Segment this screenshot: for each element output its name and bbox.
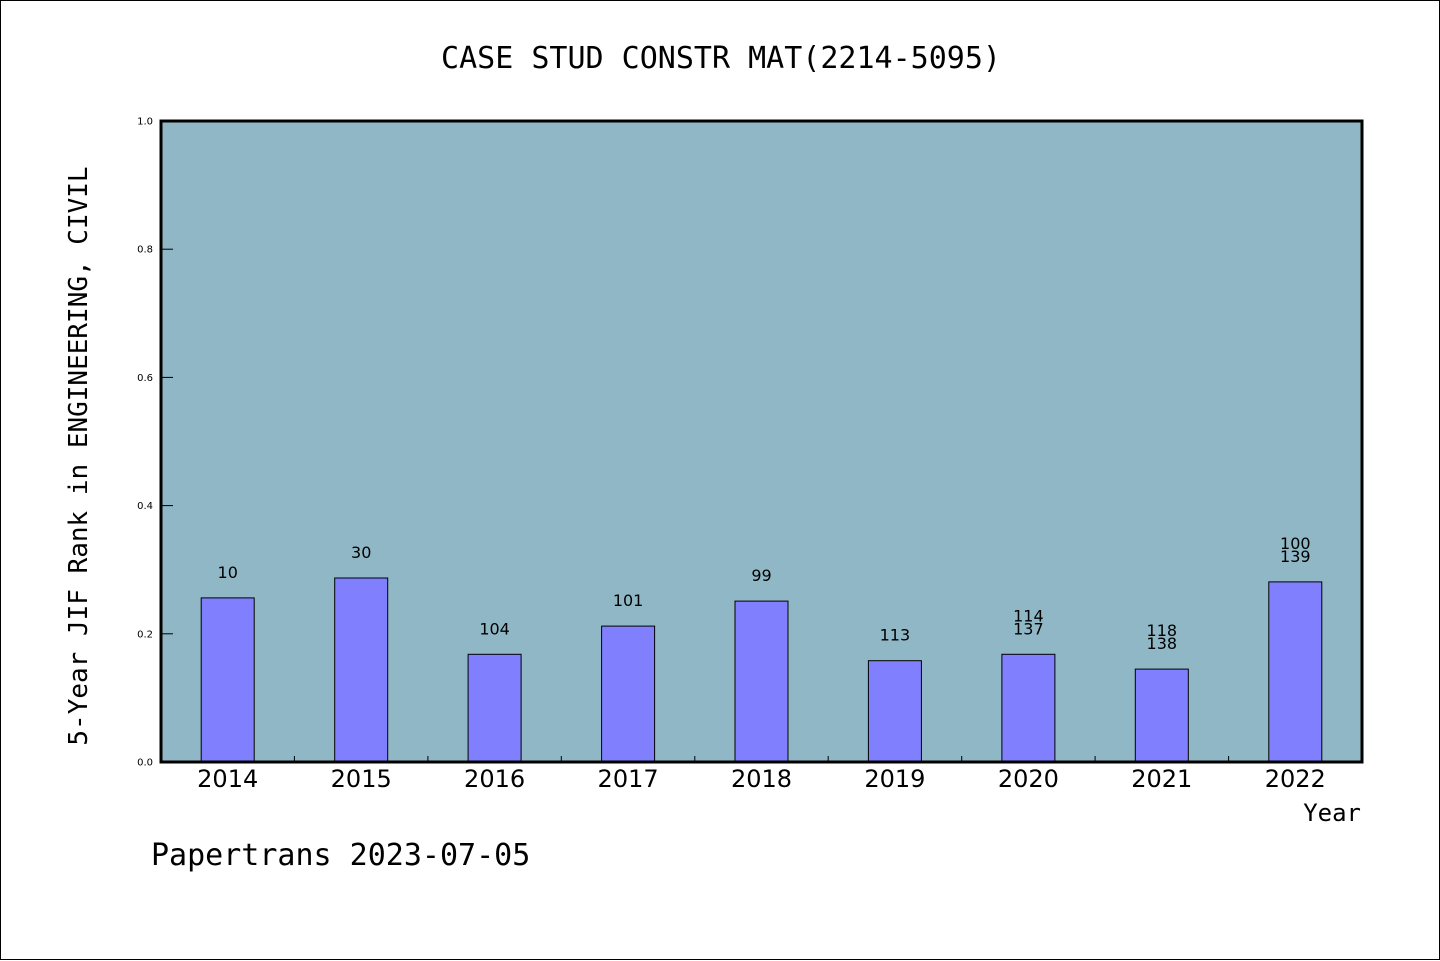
bar-label-2022-2: 139 — [1280, 547, 1311, 566]
bar-label-2020-1: 114 — [1013, 606, 1044, 625]
bar-label-2017-1: 101 — [613, 591, 644, 610]
y-tick-label-0: 0.0 — [137, 758, 153, 769]
x-tick-label-2022: 2022 — [1265, 765, 1326, 793]
y-tick-label-5: 1.0 — [137, 117, 153, 128]
bar-label-2014-1: 10 — [218, 563, 238, 582]
x-axis-ticks: 2014 2015 2016 2017 2018 2019 2020 2021 2022 — [197, 756, 1326, 793]
bar-label-2015-1: 30 — [351, 543, 371, 562]
y-axis-ticks: 0.0 0.2 0.4 0.6 0.8 1.0 — [137, 117, 173, 769]
x-tick-label-2021: 2021 — [1131, 765, 1192, 793]
bar-2022 — [1268, 581, 1323, 763]
chart-title: CASE STUD CONSTR MAT(2214-5095) — [441, 41, 1001, 76]
bar-2018 — [734, 600, 789, 763]
bar-2019 — [867, 660, 922, 763]
x-axis-label: Year — [1303, 799, 1361, 827]
y-tick-label-2: 0.4 — [137, 501, 153, 512]
bar-label-2020-2: 137 — [1013, 619, 1044, 638]
x-tick-label-2016: 2016 — [464, 765, 525, 793]
x-tick-label-2014: 2014 — [197, 765, 258, 793]
x-tick-label-2017: 2017 — [598, 765, 659, 793]
y-tick-label-1: 0.2 — [137, 629, 153, 640]
x-tick-label-2019: 2019 — [864, 765, 925, 793]
footer-credit: Papertrans 2023-07-05 — [151, 838, 530, 873]
x-tick-label-2018: 2018 — [731, 765, 792, 793]
y-axis-label: 5-Year JIF Rank in ENGINEERING, CIVIL — [64, 166, 94, 745]
bar-label-2022-1: 100 — [1280, 534, 1311, 553]
bar-label-2021-2: 138 — [1147, 634, 1178, 653]
y-tick-label-4: 0.8 — [137, 245, 153, 256]
bar-label-2021-1: 118 — [1147, 621, 1178, 640]
bar-2014 — [200, 597, 255, 763]
bar-2021 — [1134, 668, 1189, 763]
x-tick-label-2015: 2015 — [331, 765, 392, 793]
x-tick-label-2020: 2020 — [998, 765, 1059, 793]
bar-2020 — [1001, 653, 1056, 763]
y-tick-label-3: 0.6 — [137, 373, 153, 384]
bar-2017 — [601, 625, 656, 763]
bars-group — [200, 577, 1323, 763]
bar-2015 — [334, 577, 389, 763]
bar-label-2018-1: 99 — [751, 566, 771, 585]
bar-label-2019-1: 113 — [880, 626, 911, 645]
bar-label-2016-1: 104 — [479, 619, 510, 638]
plot-border — [159, 119, 1364, 764]
bar-2016 — [467, 653, 522, 763]
